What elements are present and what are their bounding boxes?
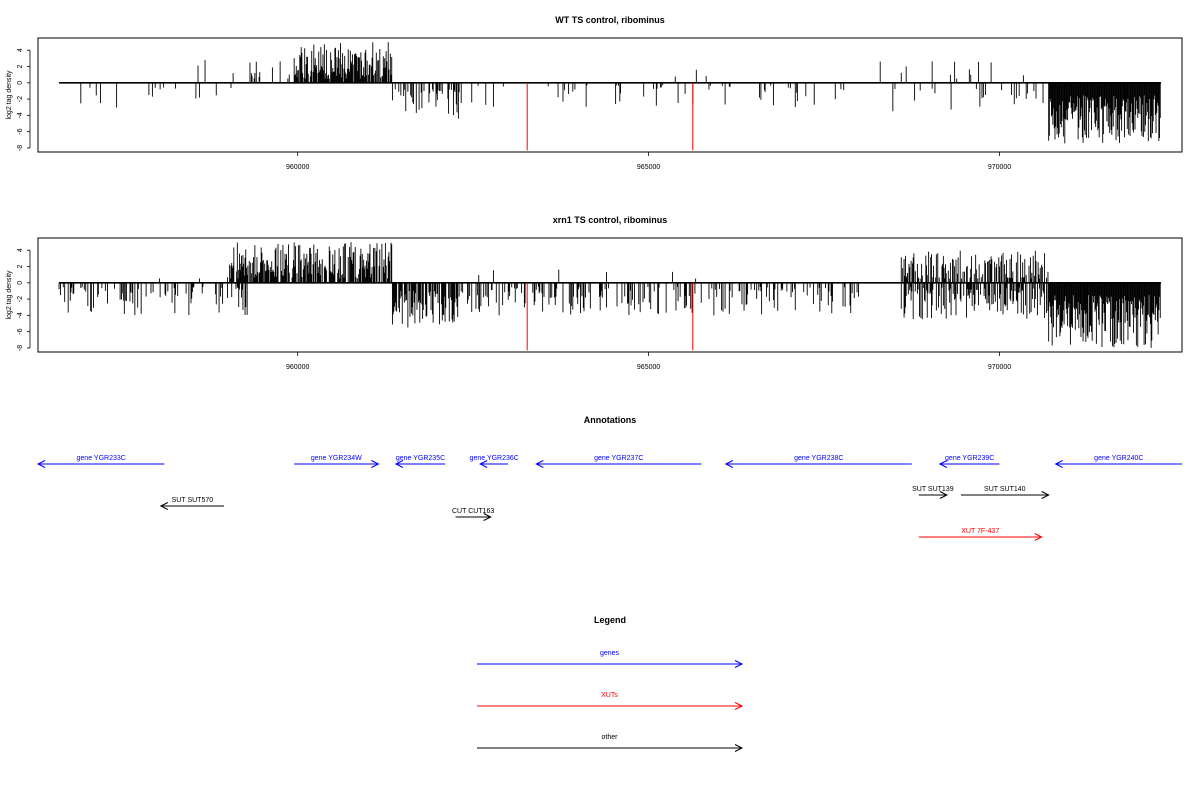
- wt-y-axis-label: log2 tag density: [6, 70, 13, 120]
- xrn1-y-axis-label: log2 tag density: [6, 270, 13, 320]
- feature-label: gene YGR236C: [470, 455, 519, 462]
- wt-y-tick-label: 0: [17, 81, 24, 85]
- annotation-feature: gene YGR235C: [394, 455, 445, 468]
- annotations-panel: Annotations gene YGR233C gene YGR234W gene…: [36, 415, 1182, 541]
- xrn1-y-tick-label: 2: [17, 264, 24, 268]
- annotation-feature: gene YGR239C: [938, 455, 1000, 468]
- feature-arrowhead: [939, 491, 949, 499]
- wt-y-tick-label: -6: [17, 128, 24, 134]
- feature-label: gene YGR234W: [311, 455, 362, 462]
- annotation-feature: XUT 7F-437: [918, 528, 1043, 541]
- legend-arrowhead: [734, 660, 744, 668]
- feature-label: gene YGR235C: [396, 455, 445, 462]
- wt-y-tick-label: 2: [17, 64, 24, 68]
- xrn1-x-tick-label: 970000: [988, 364, 1011, 371]
- feature-arrowhead: [483, 513, 492, 521]
- xrn1-plot-frame: [37, 237, 1183, 353]
- wt-x-tick-label: 960000: [286, 164, 309, 171]
- xrn1-highlight-lines: [526, 282, 694, 351]
- wt-track-panel: WT TS control, ribominus log2 tag densit…: [6, 15, 1183, 171]
- xrn1-y-tick-label: -4: [17, 312, 24, 318]
- wt-track-title: WT TS control, ribominus: [555, 15, 665, 25]
- legend-arrowhead: [734, 744, 744, 752]
- feature-arrowhead: [938, 460, 948, 468]
- annotations-title: Annotations: [584, 415, 637, 425]
- xrn1-y-tick-label: -6: [17, 328, 24, 334]
- wt-x-axis: 960000 965000 970000: [286, 152, 1011, 171]
- xrn1-x-tick-label: 960000: [286, 364, 309, 371]
- wt-density-bars: [80, 42, 1161, 144]
- xrn1-track-title: xrn1 TS control, ribominus: [553, 215, 668, 225]
- xrn1-y-tick-label: 0: [17, 281, 24, 285]
- annotation-feature: SUT SUT140: [960, 486, 1050, 499]
- feature-label: SUT SUT139: [912, 486, 954, 493]
- xrn1-density-bars: [58, 242, 1161, 348]
- annotation-feature: gene YGR236C: [470, 455, 519, 468]
- wt-y-axis: 4 2 0 -2 -4 -6 -8: [17, 48, 31, 151]
- feature-arrowhead: [394, 460, 404, 468]
- annotation-feature: SUT SUT139: [912, 486, 954, 499]
- feature-label: SUT SUT140: [984, 486, 1026, 493]
- feature-label: SUT SUT570: [172, 497, 214, 504]
- legend-label: XUTs: [601, 692, 618, 699]
- feature-label: gene YGR240C: [1094, 455, 1143, 462]
- legend-item: XUTs: [477, 692, 744, 710]
- annotation-feature: gene YGR233C: [36, 455, 165, 468]
- wt-y-tick-label: -2: [17, 96, 24, 102]
- legend-panel: Legend genes XUTs other: [477, 615, 744, 752]
- feature-arrowhead: [36, 460, 46, 468]
- feature-label: gene YGR239C: [945, 455, 994, 462]
- legend-arrowhead: [734, 702, 744, 710]
- feature-arrowhead: [724, 460, 734, 468]
- legend-label: genes: [600, 650, 620, 657]
- feature-arrowhead: [1054, 460, 1063, 468]
- wt-x-tick-label: 965000: [637, 164, 660, 171]
- xrn1-y-axis: 4 2 0 -2 -4 -6 -8: [17, 248, 31, 351]
- feature-arrowhead: [371, 460, 380, 468]
- feature-arrowhead: [159, 502, 169, 510]
- legend-item: other: [477, 734, 744, 752]
- xrn1-x-axis: 960000 965000 970000: [286, 352, 1011, 371]
- annotation-feature: gene YGR238C: [724, 455, 912, 468]
- feature-label: gene YGR238C: [794, 455, 843, 462]
- annotation-features: gene YGR233C gene YGR234W gene YGR235C gene…: [36, 455, 1182, 541]
- wt-plot-frame: [37, 37, 1183, 153]
- annotation-feature: SUT SUT570: [159, 497, 224, 510]
- wt-y-tick-label: 4: [17, 48, 24, 52]
- wt-y-tick-label: -8: [17, 145, 24, 151]
- wt-x-tick-label: 970000: [988, 164, 1011, 171]
- wt-y-tick-label: -4: [17, 112, 24, 118]
- legend-title: Legend: [594, 615, 626, 625]
- feature-label: gene YGR233C: [77, 455, 126, 462]
- wt-highlight-lines: [526, 82, 694, 151]
- legend-label: other: [602, 734, 619, 741]
- xrn1-track-panel: xrn1 TS control, ribominus log2 tag dens…: [6, 215, 1183, 371]
- feature-label: XUT 7F-437: [961, 528, 999, 535]
- feature-arrowhead: [535, 460, 544, 468]
- feature-arrowhead: [479, 460, 488, 468]
- legend-item: genes: [477, 650, 744, 668]
- feature-arrowhead: [1041, 491, 1050, 499]
- feature-label: gene YGR237C: [594, 455, 643, 462]
- annotation-feature: gene YGR240C: [1054, 455, 1182, 468]
- feature-arrowhead: [1034, 533, 1043, 541]
- annotation-feature: gene YGR234W: [294, 455, 380, 468]
- xrn1-y-tick-label: 4: [17, 248, 24, 252]
- annotation-feature: gene YGR237C: [535, 455, 702, 468]
- legend-items: genes XUTs other: [477, 650, 744, 752]
- annotation-feature: CUT CUT163: [452, 508, 494, 521]
- feature-label: CUT CUT163: [452, 508, 494, 515]
- xrn1-x-tick-label: 965000: [637, 364, 660, 371]
- xrn1-y-tick-label: -8: [17, 345, 24, 351]
- xrn1-y-tick-label: -2: [17, 296, 24, 302]
